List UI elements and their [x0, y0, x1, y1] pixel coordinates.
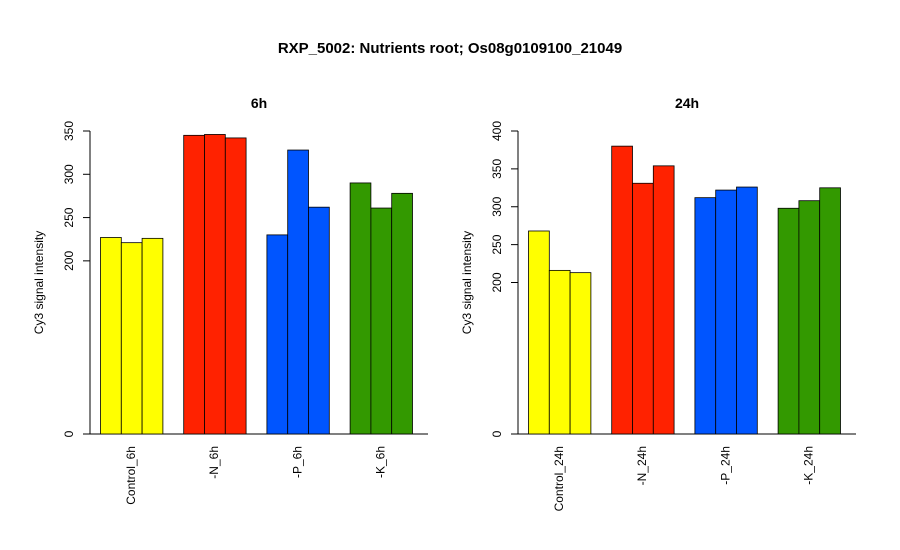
bar	[798, 200, 821, 435]
panel-title: 24h	[675, 95, 699, 111]
bar	[120, 242, 143, 435]
figure-title: RXP_5002: Nutrients root; Os08g0109100_2…	[278, 40, 622, 57]
panel-6h: 6h Cy3 signal intensity 0 200 250 300 350 Contr…	[32, 95, 428, 505]
bar	[736, 186, 758, 435]
x-category-label: -P_6h	[290, 446, 304, 478]
x-category-label: -K_6h	[373, 446, 387, 478]
x-category-label: -P_24h	[718, 446, 732, 485]
bar	[224, 137, 247, 435]
x-category-label: -K_24h	[801, 446, 815, 485]
y-tick-label: 350	[62, 121, 76, 141]
y-tick-label: 200	[62, 251, 76, 271]
y-tick-label: 400	[490, 121, 504, 141]
bar	[715, 189, 737, 435]
x-category-label: Control_6h	[124, 446, 138, 505]
bar	[528, 230, 550, 435]
bar	[391, 192, 413, 435]
bar	[819, 187, 841, 435]
bar	[183, 134, 205, 435]
bar	[141, 237, 164, 435]
bar	[287, 149, 309, 435]
bar	[569, 272, 592, 435]
y-axis-label: Cy3 signal intensity	[32, 231, 46, 334]
x-category-label: -N_24h	[635, 446, 649, 485]
y-tick-label: 0	[490, 430, 504, 437]
panel-24h: 24h Cy3 signal intensity 0 200 250 300 350 400 C…	[460, 95, 856, 511]
bar	[204, 134, 226, 435]
bar	[652, 165, 675, 435]
y-axis-label: Cy3 signal intensity	[460, 231, 474, 334]
x-category-label: Control_24h	[552, 446, 566, 511]
bar	[100, 237, 122, 435]
y-tick-label: 250	[62, 207, 76, 227]
bar	[349, 182, 372, 435]
x-category-label: -N_6h	[207, 446, 221, 479]
bar	[548, 269, 571, 435]
y-tick-label: 300	[490, 196, 504, 216]
bar	[370, 207, 393, 435]
bar	[777, 207, 800, 435]
y-tick-label: 300	[62, 164, 76, 184]
bar	[308, 206, 330, 435]
bar	[266, 234, 289, 435]
bar	[694, 197, 717, 435]
y-tick-label: 350	[490, 159, 504, 179]
panel-title: 6h	[251, 95, 267, 111]
y-tick-label: 0	[62, 430, 76, 437]
y-tick-label: 200	[490, 272, 504, 292]
bar	[632, 182, 654, 435]
y-tick-label: 250	[490, 234, 504, 254]
bar	[611, 145, 633, 435]
